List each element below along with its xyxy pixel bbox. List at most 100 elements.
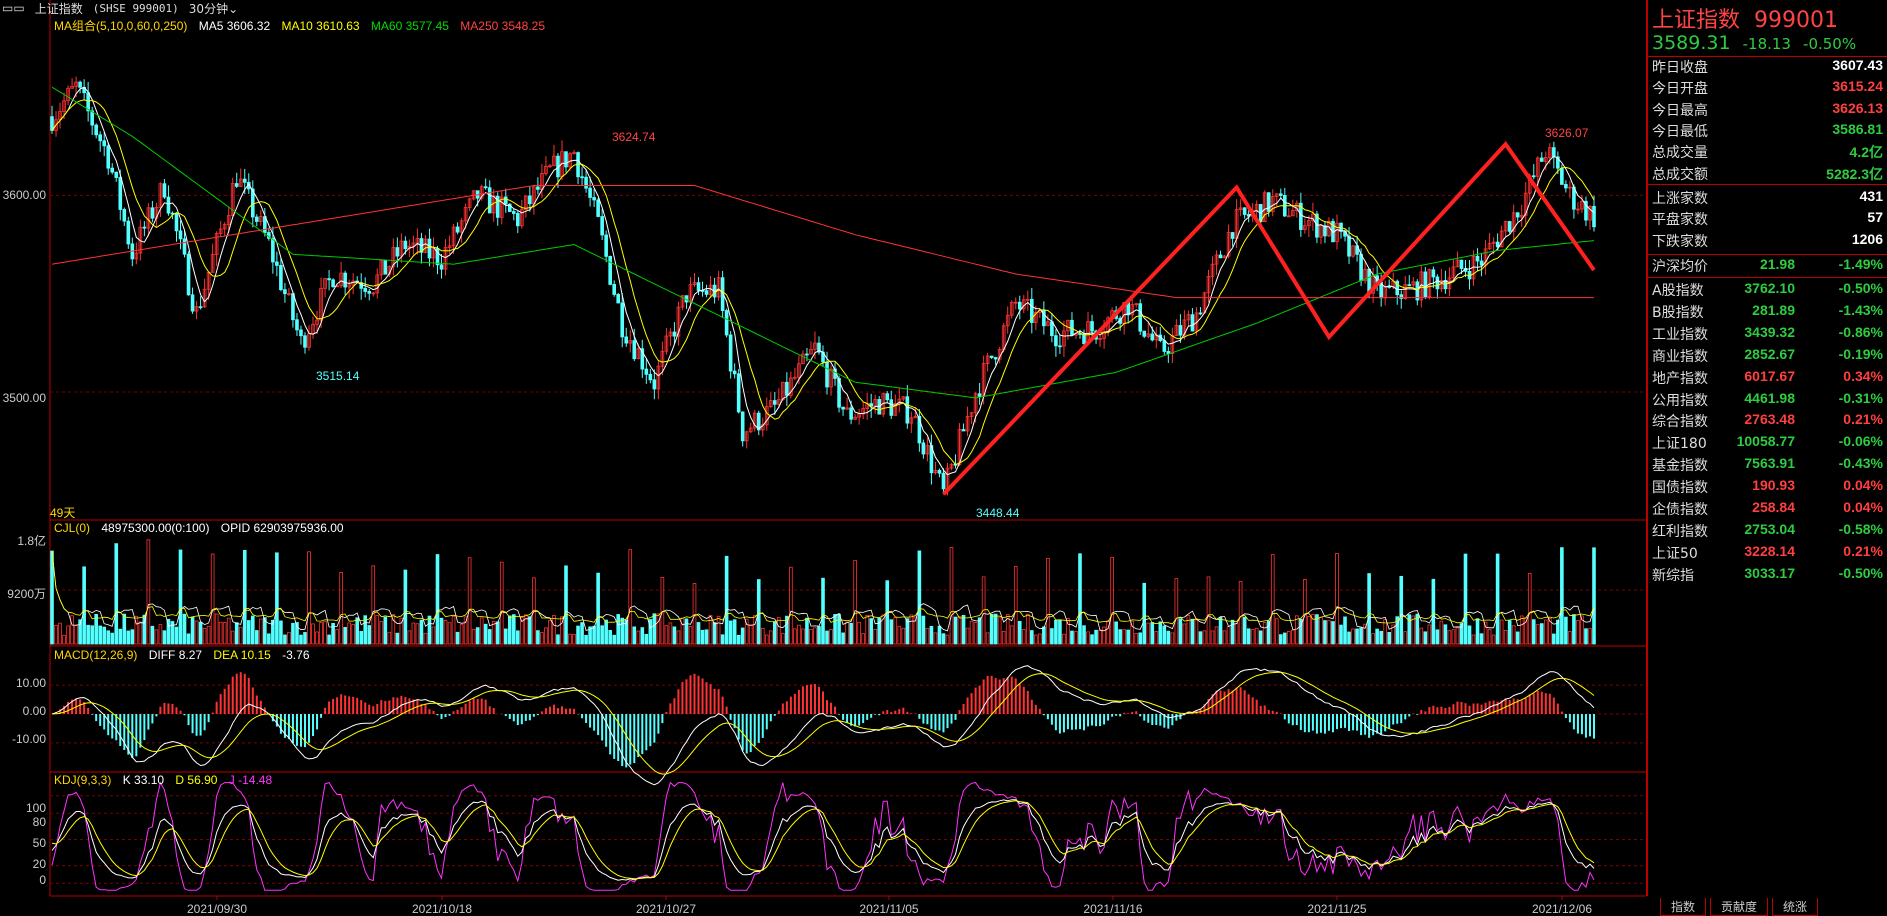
volume-bar	[146, 539, 151, 645]
kdj-legend-label[interactable]: KDJ(9,3,3)	[54, 773, 112, 787]
candle-body	[1066, 319, 1070, 332]
candle-body	[1242, 207, 1247, 215]
indices-row[interactable]: 企债指数 258.84 0.04%	[1648, 499, 1887, 521]
indices-row[interactable]: 地产指数 6017.67 0.34%	[1648, 368, 1887, 390]
indices-row[interactable]: B股指数 281.89 -1.43%	[1648, 302, 1887, 324]
avg-row[interactable]: 沪深均价 21.98 -1.49%	[1648, 256, 1887, 278]
volume-bar	[295, 622, 299, 645]
indices-row[interactable]: 上证50 3228.14 0.21%	[1648, 543, 1887, 565]
indices-row[interactable]: 公用指数 4461.98 -0.31%	[1648, 390, 1887, 412]
tab-index[interactable]: 指数	[1660, 898, 1707, 916]
candle-body	[1507, 221, 1512, 232]
candle-body	[1150, 333, 1155, 341]
ma-legend-label[interactable]: MA组合(5,10,0,60,0,250)	[54, 19, 188, 33]
indices-row[interactable]: 基金指数 7563.91 -0.43%	[1648, 455, 1887, 477]
candle-body	[801, 353, 805, 365]
volume-legend-label[interactable]: CJL(0)	[54, 521, 91, 535]
volume-bar	[825, 630, 829, 645]
window-menu-icon[interactable]: ▭▭	[2, 1, 25, 15]
tab-stats[interactable]: 统涨	[1772, 898, 1819, 916]
candle-body	[825, 361, 829, 388]
indices-label: 国债指数	[1652, 480, 1708, 497]
candle-body	[676, 306, 681, 337]
stats-row[interactable]: 今日开盘 3615.24	[1648, 78, 1887, 100]
volume-bar	[1230, 619, 1235, 645]
indices-change: -0.58%	[1838, 520, 1883, 537]
chart-canvas[interactable]	[0, 0, 1646, 916]
volume-bar	[797, 624, 801, 645]
volume-bar	[1560, 547, 1564, 645]
volume-bar	[106, 630, 111, 645]
candle-body	[1347, 235, 1351, 257]
candle-body	[1335, 222, 1339, 243]
stats-row[interactable]: 今日最低 3586.81	[1648, 121, 1887, 143]
tab-contribution[interactable]: 贡献度	[1710, 898, 1769, 916]
breadth-value: 57	[1867, 209, 1883, 226]
volume-bar	[1592, 547, 1596, 645]
candle-body	[1050, 321, 1054, 337]
candle-body	[957, 429, 962, 466]
volume-bar	[640, 627, 645, 645]
macd-legend-label[interactable]: MACD(12,26,9)	[54, 648, 138, 662]
candle-body	[1090, 321, 1094, 332]
candle-body	[1351, 245, 1355, 257]
breadth-row[interactable]: 下跌家数 1206	[1648, 231, 1887, 253]
volume-bar	[1359, 627, 1363, 645]
candle-body	[106, 145, 111, 169]
candle-body	[1495, 241, 1500, 248]
stats-row[interactable]: 总成交量 4.2亿	[1648, 142, 1887, 164]
volume-bar	[1395, 616, 1400, 645]
volume-bar	[652, 613, 657, 645]
candle-body	[411, 242, 416, 247]
period-selector[interactable]: 30分钟⌄	[188, 1, 239, 16]
stats-row[interactable]: 昨日收盘 3607.43	[1648, 57, 1887, 79]
volume-bar	[339, 572, 343, 645]
quote-panel: 上证指数 999001 3589.31 -18.13 -0.50% 昨日收盘 360…	[1646, 0, 1887, 896]
breadth-row[interactable]: 上涨家数 431	[1648, 188, 1887, 210]
volume-bar	[528, 616, 532, 645]
candle-body	[1475, 255, 1480, 262]
indices-row[interactable]: 综合指数 2763.48 0.21%	[1648, 411, 1887, 433]
volume-bar	[1451, 629, 1456, 645]
volume-bar	[596, 572, 600, 645]
candle-body	[459, 220, 464, 233]
volume-bar	[50, 550, 54, 645]
stats-label: 昨日收盘	[1652, 60, 1708, 76]
volume-bar	[877, 617, 882, 645]
candle-body	[479, 186, 484, 199]
indices-row[interactable]: 工业指数 3439.32 -0.86%	[1648, 324, 1887, 346]
volume-bar	[263, 617, 267, 645]
volume-bar	[343, 627, 347, 645]
candle-body	[463, 207, 468, 222]
candle-body	[202, 288, 207, 308]
volume-bar	[1202, 630, 1207, 645]
volume-bar	[977, 617, 982, 645]
candle-body	[1190, 314, 1195, 332]
candle-body	[985, 355, 990, 364]
indices-row[interactable]: 上证180 10058.77 -0.06%	[1648, 433, 1887, 455]
volume-bar	[973, 622, 978, 645]
indices-row[interactable]: 商业指数 2852.67 -0.19%	[1648, 346, 1887, 368]
volume-bar	[407, 630, 412, 645]
candle-body	[98, 134, 103, 142]
indices-row[interactable]: 新综指 3033.17 -0.50%	[1648, 565, 1887, 587]
indices-change: -0.31%	[1838, 389, 1883, 406]
candle-body	[632, 340, 637, 360]
candle-body	[768, 400, 773, 408]
candle-body	[668, 331, 673, 337]
indices-row[interactable]: A股指数 3762.10 -0.50%	[1648, 280, 1887, 302]
volume-bar	[865, 614, 869, 645]
volume-bar	[945, 634, 950, 645]
volume-bar	[130, 629, 135, 645]
volume-bar	[1190, 618, 1195, 645]
stats-row[interactable]: 总成交额 5282.3亿	[1648, 164, 1887, 186]
ma10-value: MA10 3610.63	[281, 19, 360, 33]
candle-body	[1423, 271, 1428, 298]
breadth-row[interactable]: 平盘家数 57	[1648, 209, 1887, 231]
stats-row[interactable]: 今日最高 3626.13	[1648, 100, 1887, 122]
volume-bar	[1110, 556, 1114, 645]
indices-row[interactable]: 红利指数 2753.04 -0.58%	[1648, 521, 1887, 543]
candle-body	[287, 293, 291, 296]
indices-row[interactable]: 国债指数 190.93 0.04%	[1648, 477, 1887, 499]
candle-body	[178, 230, 183, 240]
